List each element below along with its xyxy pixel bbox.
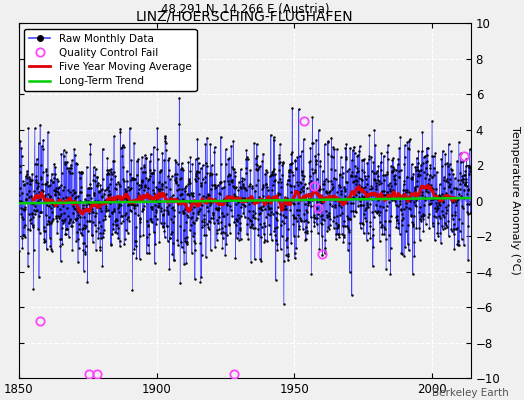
Text: 48.291 N, 14.266 E (Austria): 48.291 N, 14.266 E (Austria) xyxy=(161,3,329,16)
Text: Berkeley Earth: Berkeley Earth xyxy=(432,388,508,398)
Y-axis label: Temperature Anomaly (°C): Temperature Anomaly (°C) xyxy=(510,126,520,275)
Title: LINZ/HOERSCHING-FLUGHAFEN: LINZ/HOERSCHING-FLUGHAFEN xyxy=(136,9,354,23)
Legend: Raw Monthly Data, Quality Control Fail, Five Year Moving Average, Long-Term Tren: Raw Monthly Data, Quality Control Fail, … xyxy=(24,28,196,92)
